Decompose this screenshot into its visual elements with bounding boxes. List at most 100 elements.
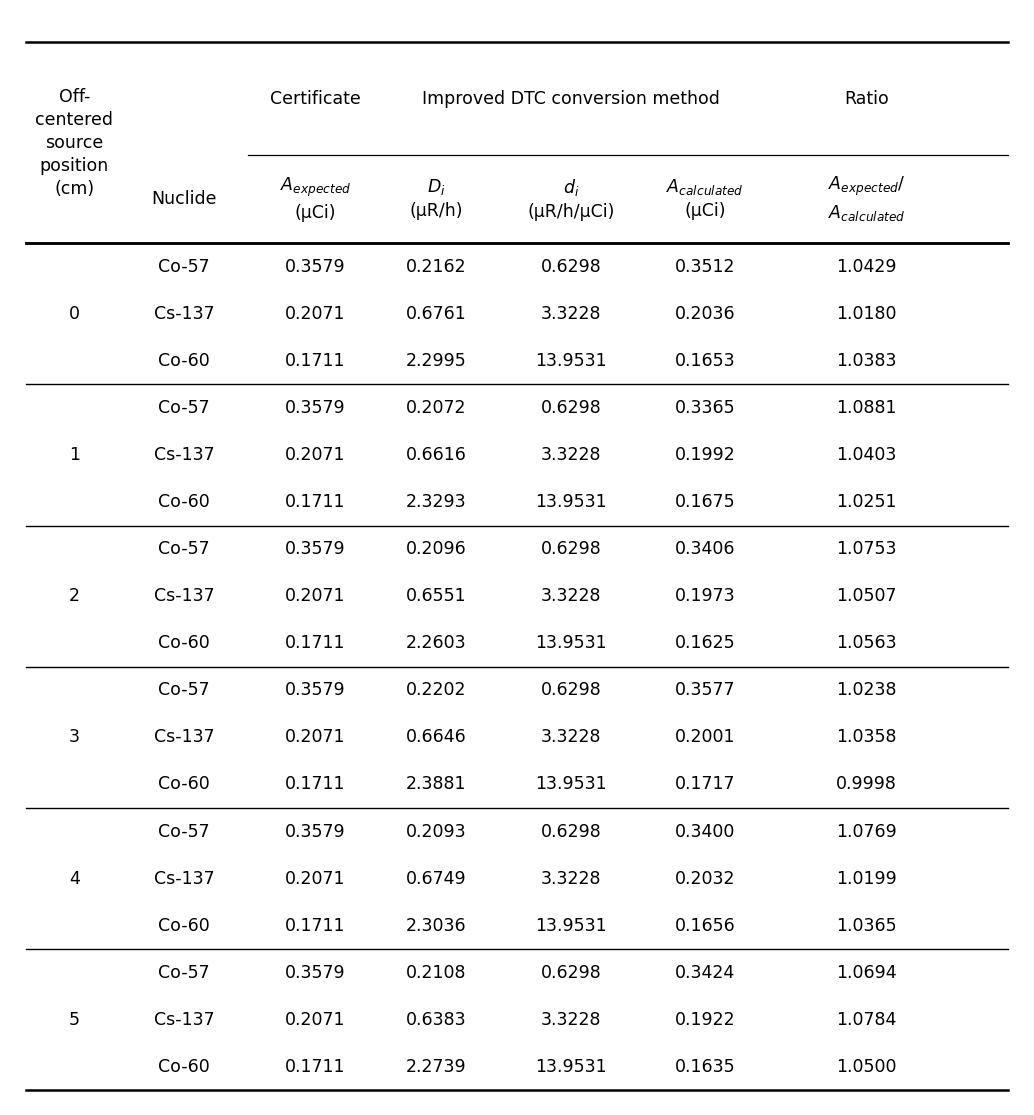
Text: $A_{expected}$/
$A_{calculated}$: $A_{expected}$/ $A_{calculated}$	[827, 175, 906, 223]
Text: $A_{expected}$
(μCi): $A_{expected}$ (μCi)	[279, 176, 352, 222]
Text: 0.3400: 0.3400	[675, 823, 735, 841]
Text: 0.3579: 0.3579	[285, 540, 345, 559]
Text: 3.3228: 3.3228	[541, 728, 601, 746]
Text: 0.2093: 0.2093	[406, 823, 466, 841]
Text: 0.2071: 0.2071	[285, 588, 345, 605]
Text: Co-60: Co-60	[158, 1058, 210, 1076]
Text: 0.3577: 0.3577	[675, 681, 735, 699]
Text: 0.1625: 0.1625	[675, 634, 735, 652]
Text: 13.9531: 13.9531	[535, 351, 607, 370]
Text: 3.3228: 3.3228	[541, 1011, 601, 1029]
Text: 0.6551: 0.6551	[406, 588, 466, 605]
Text: 0.1635: 0.1635	[675, 1058, 735, 1076]
Text: Improved DTC conversion method: Improved DTC conversion method	[422, 89, 720, 107]
Text: 3.3228: 3.3228	[541, 870, 601, 888]
Text: 0.9998: 0.9998	[837, 775, 896, 794]
Text: Co-60: Co-60	[158, 775, 210, 794]
Text: 0.6383: 0.6383	[406, 1011, 466, 1029]
Text: 13.9531: 13.9531	[535, 1058, 607, 1076]
Text: 1.0784: 1.0784	[837, 1011, 896, 1029]
Text: 0.2162: 0.2162	[406, 258, 466, 275]
Text: 1.0365: 1.0365	[837, 917, 896, 934]
Text: 2: 2	[69, 588, 80, 605]
Text: 0.1711: 0.1711	[285, 775, 345, 794]
Text: 0.6298: 0.6298	[541, 399, 601, 417]
Text: 0.6749: 0.6749	[406, 870, 466, 888]
Text: 0.1711: 0.1711	[285, 351, 345, 370]
Text: Cs-137: Cs-137	[154, 870, 214, 888]
Text: 3: 3	[69, 728, 80, 746]
Text: 0.3579: 0.3579	[285, 399, 345, 417]
Text: 0.2071: 0.2071	[285, 728, 345, 746]
Text: 13.9531: 13.9531	[535, 917, 607, 934]
Text: Ratio: Ratio	[844, 89, 889, 107]
Text: 0.6298: 0.6298	[541, 823, 601, 841]
Text: Co-57: Co-57	[158, 399, 210, 417]
Text: 0.1711: 0.1711	[285, 634, 345, 652]
Text: 0.3406: 0.3406	[675, 540, 735, 559]
Text: 2.2739: 2.2739	[406, 1058, 466, 1076]
Text: 0: 0	[69, 304, 80, 322]
Text: 0.2032: 0.2032	[675, 870, 735, 888]
Text: 0.6298: 0.6298	[541, 963, 601, 982]
Text: 13.9531: 13.9531	[535, 493, 607, 511]
Text: 3.3228: 3.3228	[541, 446, 601, 464]
Text: 0.2071: 0.2071	[285, 870, 345, 888]
Text: Co-57: Co-57	[158, 540, 210, 559]
Text: $D_{i}$
(μR/h): $D_{i}$ (μR/h)	[409, 177, 463, 221]
Text: Co-60: Co-60	[158, 917, 210, 934]
Text: 0.2001: 0.2001	[675, 728, 735, 746]
Text: 0.1711: 0.1711	[285, 1058, 345, 1076]
Text: 0.1675: 0.1675	[675, 493, 735, 511]
Text: Co-57: Co-57	[158, 823, 210, 841]
Text: 0.2202: 0.2202	[406, 681, 466, 699]
Text: 0.1656: 0.1656	[675, 917, 735, 934]
Text: Co-60: Co-60	[158, 351, 210, 370]
Text: 1.0500: 1.0500	[837, 1058, 896, 1076]
Text: 0.3424: 0.3424	[675, 963, 735, 982]
Text: 0.3512: 0.3512	[675, 258, 735, 275]
Text: 0.6298: 0.6298	[541, 681, 601, 699]
Text: 1.0881: 1.0881	[837, 399, 896, 417]
Text: 0.6646: 0.6646	[406, 728, 466, 746]
Text: 1: 1	[69, 446, 80, 464]
Text: 3.3228: 3.3228	[541, 588, 601, 605]
Text: 1.0403: 1.0403	[837, 446, 896, 464]
Text: 0.3579: 0.3579	[285, 681, 345, 699]
Text: 1.0507: 1.0507	[837, 588, 896, 605]
Text: Cs-137: Cs-137	[154, 728, 214, 746]
Text: Cs-137: Cs-137	[154, 304, 214, 322]
Text: Cs-137: Cs-137	[154, 588, 214, 605]
Text: 0.1711: 0.1711	[285, 493, 345, 511]
Text: 0.3365: 0.3365	[675, 399, 735, 417]
Text: 2.2995: 2.2995	[406, 351, 466, 370]
Text: 0.3579: 0.3579	[285, 258, 345, 275]
Text: 13.9531: 13.9531	[535, 775, 607, 794]
Text: 4: 4	[69, 870, 80, 888]
Text: 0.3579: 0.3579	[285, 823, 345, 841]
Text: 0.6616: 0.6616	[406, 446, 466, 464]
Text: 1.0358: 1.0358	[837, 728, 896, 746]
Text: $d_{i}$
(μR/h/μCi): $d_{i}$ (μR/h/μCi)	[527, 177, 614, 221]
Text: 2.3293: 2.3293	[406, 493, 466, 511]
Text: Nuclide: Nuclide	[151, 190, 217, 207]
Text: 5: 5	[69, 1011, 80, 1029]
Text: 0.2071: 0.2071	[285, 1011, 345, 1029]
Text: 2.2603: 2.2603	[406, 634, 466, 652]
Text: 0.2036: 0.2036	[675, 304, 735, 322]
Text: 0.6298: 0.6298	[541, 540, 601, 559]
Text: 2.3036: 2.3036	[406, 917, 466, 934]
Text: $A_{calculated}$
(μCi): $A_{calculated}$ (μCi)	[666, 177, 744, 221]
Text: Co-60: Co-60	[158, 493, 210, 511]
Text: Co-57: Co-57	[158, 963, 210, 982]
Text: 1.0694: 1.0694	[837, 963, 896, 982]
Text: 1.0753: 1.0753	[837, 540, 896, 559]
Text: Co-57: Co-57	[158, 258, 210, 275]
Text: 0.1973: 0.1973	[675, 588, 735, 605]
Text: 0.6298: 0.6298	[541, 258, 601, 275]
Text: 1.0383: 1.0383	[837, 351, 896, 370]
Text: 1.0238: 1.0238	[837, 681, 896, 699]
Text: 0.3579: 0.3579	[285, 963, 345, 982]
Text: 1.0429: 1.0429	[837, 258, 896, 275]
Text: Certificate: Certificate	[270, 89, 361, 107]
